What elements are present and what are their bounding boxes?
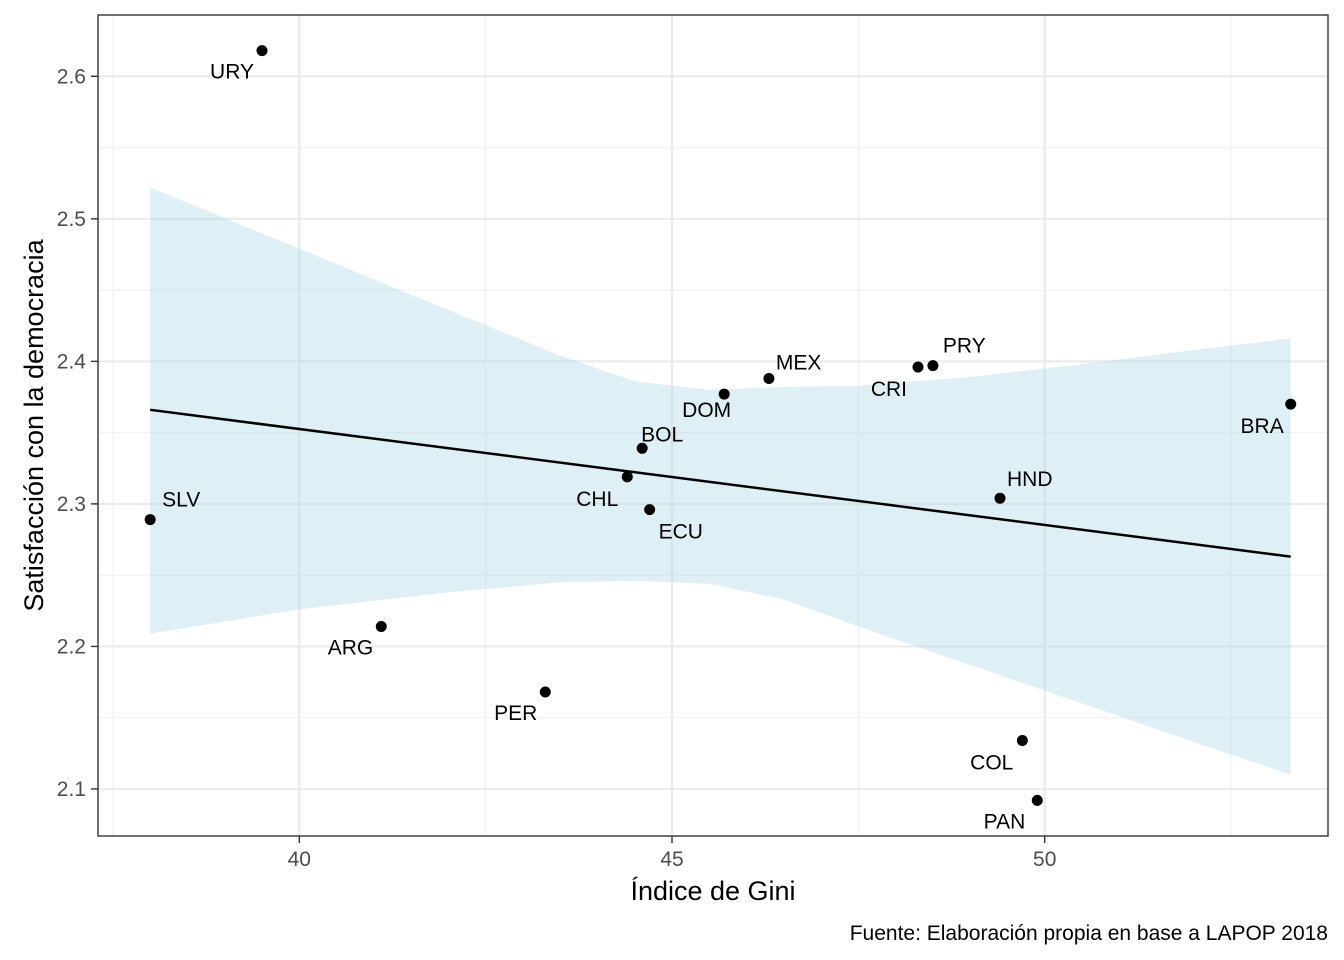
data-point-bol xyxy=(636,442,648,454)
y-tick-label: 2.3 xyxy=(57,493,86,516)
chart-caption: Fuente: Elaboración propia en base a LAP… xyxy=(850,922,1328,945)
regression-line xyxy=(150,408,1291,558)
data-point-dom xyxy=(718,388,730,400)
point-label-mex: MEX xyxy=(776,351,822,374)
point-label-arg: ARG xyxy=(328,636,374,659)
x-axis-title: Índice de Gini xyxy=(630,876,795,906)
grid-minor xyxy=(98,15,1328,836)
point-label-per: PER xyxy=(494,702,537,725)
data-point-chl xyxy=(621,471,633,483)
point-labels: URY SLV ARG PER CHL BOL ECU DOM MEX CRI PRY HND COL P… xyxy=(162,61,1284,834)
y-axis-title: Satisfacción con la democracia xyxy=(19,238,49,611)
data-point-ecu xyxy=(644,504,656,516)
x-axis-ticks: 40 45 50 xyxy=(288,836,1056,871)
data-point-pan xyxy=(1031,794,1043,806)
point-label-cri: CRI xyxy=(871,378,907,401)
y-tick-label: 2.6 xyxy=(57,65,86,88)
point-label-hnd: HND xyxy=(1007,468,1053,491)
point-label-chl: CHL xyxy=(576,488,618,511)
x-tick-label: 40 xyxy=(288,848,311,871)
point-label-bol: BOL xyxy=(641,423,683,446)
point-label-ury: URY xyxy=(210,61,254,84)
point-label-pry: PRY xyxy=(943,335,986,358)
y-tick-label: 2.1 xyxy=(57,778,86,801)
data-point-ury xyxy=(256,45,268,57)
data-point-pry xyxy=(927,360,939,372)
point-label-slv: SLV xyxy=(162,489,200,512)
confidence-band xyxy=(150,187,1291,775)
data-point-bra xyxy=(1285,398,1297,410)
data-point-arg xyxy=(375,620,387,632)
point-label-ecu: ECU xyxy=(659,521,703,544)
data-point-cri xyxy=(912,361,924,373)
point-label-bra: BRA xyxy=(1241,415,1284,438)
y-tick-label: 2.2 xyxy=(57,635,86,658)
data-point-col xyxy=(1016,735,1028,747)
point-label-pan: PAN xyxy=(984,810,1026,833)
data-point-slv xyxy=(144,514,156,526)
grid-major xyxy=(98,15,1328,836)
data-point-per xyxy=(539,686,551,698)
data-point-mex xyxy=(763,372,775,384)
x-tick-label: 50 xyxy=(1033,848,1056,871)
y-tick-label: 2.4 xyxy=(57,350,87,373)
point-label-dom: DOM xyxy=(682,399,731,422)
x-tick-label: 45 xyxy=(660,848,683,871)
panel-border xyxy=(97,14,1329,837)
y-axis-ticks: 2.1 2.2 2.3 2.4 2.5 2.6 xyxy=(57,65,98,801)
y-tick-label: 2.5 xyxy=(57,208,86,231)
data-point-hnd xyxy=(994,492,1006,504)
data-points xyxy=(144,45,1297,806)
point-label-col: COL xyxy=(970,752,1013,775)
